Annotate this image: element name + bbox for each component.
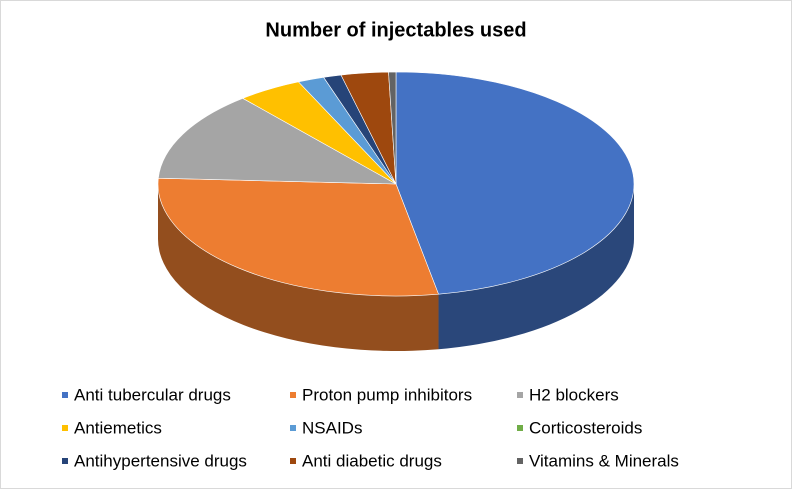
- chart-title: Number of injectables used: [265, 19, 526, 41]
- legend-label: H2 blockers: [529, 385, 619, 404]
- legend-label: Anti tubercular drugs: [74, 385, 231, 404]
- slice: [388, 71, 397, 185]
- legend-marker: [290, 425, 296, 431]
- legend-marker: [62, 458, 68, 464]
- legend-label: Corticosteroids: [529, 418, 642, 437]
- legend-label: NSAIDs: [302, 418, 362, 437]
- legend-marker: [517, 425, 523, 431]
- slice: [157, 97, 397, 185]
- legend-marker: [517, 458, 523, 464]
- legend-label: Vitamins & Minerals: [529, 451, 679, 470]
- legend-label: Antiemetics: [74, 418, 162, 437]
- legend-marker: [290, 392, 296, 398]
- legend-label: Proton pump inhibitors: [302, 385, 472, 404]
- slice: [157, 177, 439, 297]
- slice: [395, 71, 635, 295]
- legend-label: Antihypertensive drugs: [74, 451, 247, 470]
- legend-marker: [517, 392, 523, 398]
- legend-marker: [62, 425, 68, 431]
- slice-side: [158, 184, 439, 351]
- legend-marker: [290, 458, 296, 464]
- slice-side: [438, 184, 634, 350]
- legend-marker: [62, 392, 68, 398]
- legend-label: Anti diabetic drugs: [302, 451, 442, 470]
